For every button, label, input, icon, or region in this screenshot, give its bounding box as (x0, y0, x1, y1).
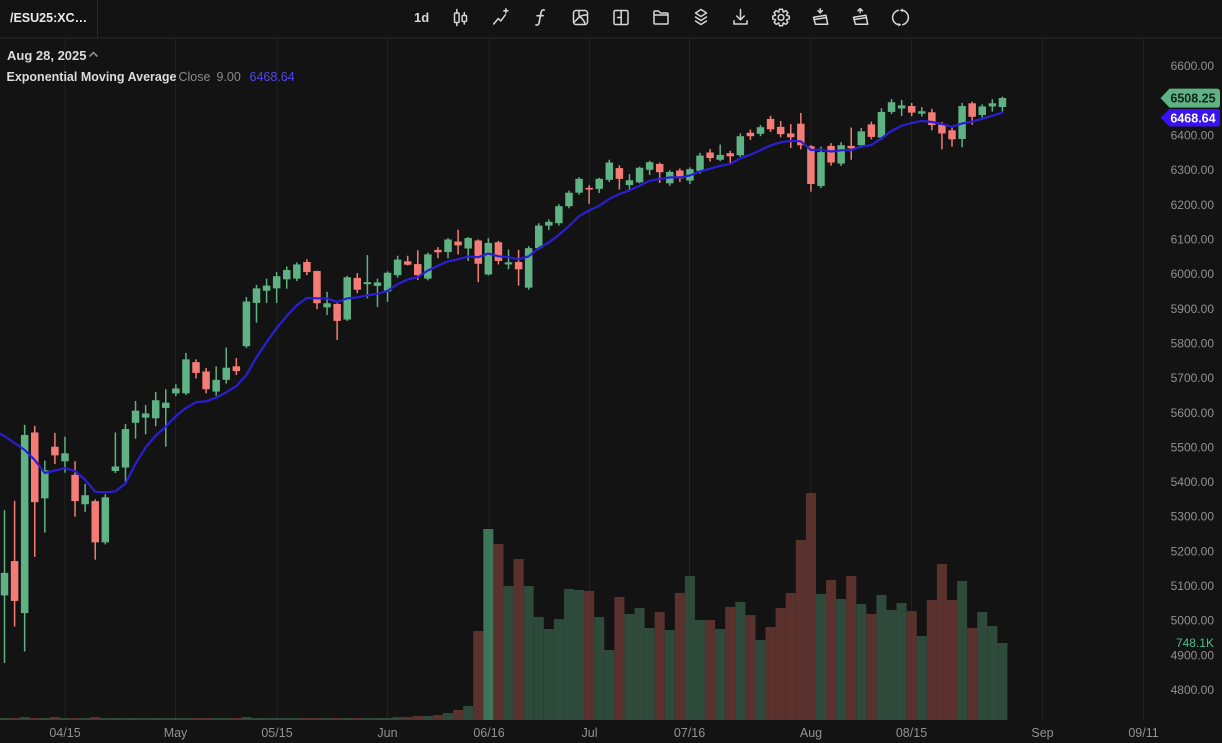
svg-text:5500.00: 5500.00 (1171, 440, 1215, 454)
svg-text:07/16: 07/16 (674, 726, 705, 740)
svg-text:4900.00: 4900.00 (1171, 648, 1215, 662)
svg-text:6508.25: 6508.25 (1170, 92, 1215, 106)
svg-text:5200.00: 5200.00 (1171, 544, 1215, 558)
svg-text:08/15: 08/15 (896, 726, 927, 740)
svg-text:5600.00: 5600.00 (1171, 406, 1215, 420)
svg-text:04/15: 04/15 (49, 726, 80, 740)
svg-text:5400.00: 5400.00 (1171, 475, 1215, 489)
svg-text:6300.00: 6300.00 (1171, 163, 1215, 177)
svg-text:9.00: 9.00 (217, 70, 241, 84)
svg-text:Aug: Aug (800, 726, 822, 740)
svg-text:5000.00: 5000.00 (1171, 614, 1215, 628)
svg-text:5100.00: 5100.00 (1171, 579, 1215, 593)
svg-text:5900.00: 5900.00 (1171, 302, 1215, 316)
svg-text:5300.00: 5300.00 (1171, 510, 1215, 524)
svg-text:Exponential Moving Average: Exponential Moving Average (7, 70, 177, 84)
svg-text:748.1K: 748.1K (1176, 636, 1214, 650)
svg-text:09/11: 09/11 (1128, 726, 1158, 740)
svg-text:6468.64: 6468.64 (250, 70, 295, 84)
svg-text:6600.00: 6600.00 (1171, 59, 1215, 73)
svg-text:Aug 28, 2025: Aug 28, 2025 (7, 48, 87, 63)
svg-text:Close: Close (179, 70, 211, 84)
svg-text:1d: 1d (414, 10, 429, 25)
svg-text:5700.00: 5700.00 (1171, 371, 1215, 385)
svg-text:6200.00: 6200.00 (1171, 198, 1215, 212)
svg-text:6000.00: 6000.00 (1171, 267, 1215, 281)
svg-text:4800.00: 4800.00 (1171, 683, 1215, 697)
svg-text:6100.00: 6100.00 (1171, 233, 1215, 247)
svg-text:Sep: Sep (1031, 726, 1053, 740)
svg-text:May: May (164, 726, 188, 740)
svg-text:Jul: Jul (582, 726, 598, 740)
svg-text:6468.64: 6468.64 (1170, 111, 1215, 125)
svg-text:06/16: 06/16 (473, 726, 504, 740)
svg-text:05/15: 05/15 (261, 726, 292, 740)
svg-text:Jun: Jun (377, 726, 397, 740)
svg-text:6400.00: 6400.00 (1171, 129, 1215, 143)
svg-text:/ESU25:XC…: /ESU25:XC… (10, 11, 87, 25)
svg-text:5800.00: 5800.00 (1171, 336, 1215, 350)
